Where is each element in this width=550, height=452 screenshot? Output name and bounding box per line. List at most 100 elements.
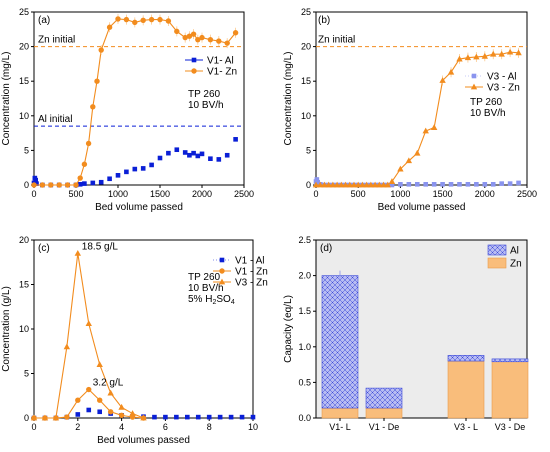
data-point: [148, 16, 155, 23]
data-point: [250, 414, 256, 420]
data-point: [82, 181, 87, 186]
panel-label: (c): [38, 243, 50, 254]
data-point: [124, 169, 129, 175]
bar-segment-zn: [447, 360, 485, 419]
data-point: [507, 181, 513, 186]
data-point: [85, 140, 92, 147]
y-axis-title: Concentration (g/L): [1, 286, 12, 372]
data-point: [216, 38, 222, 44]
y-tick-label: 20: [19, 235, 29, 245]
y-tick-label: 15: [301, 76, 311, 86]
data-point: [191, 150, 196, 156]
data-point: [342, 181, 349, 188]
data-point: [440, 182, 445, 187]
legend-label: Al: [510, 246, 519, 257]
data-point: [388, 178, 396, 184]
panel-label: (a): [38, 15, 50, 26]
y-axis-title: Concentration (mg/L): [1, 52, 12, 146]
series-3: [30, 249, 147, 421]
data-point: [140, 166, 146, 171]
data-point: [174, 28, 180, 35]
y-axis-title: Capacity (eq/L): [283, 295, 294, 363]
x-tick-label: 6: [163, 422, 168, 432]
data-point: [107, 409, 114, 415]
chart-panel-3: 0 5 10 15 20 0 2 4 6 8 10 Bed volumes passed Concent…: [1, 235, 268, 446]
subscript: 2: [212, 299, 216, 306]
data-point: [140, 414, 147, 421]
x-axis-title: Bed volume passed: [95, 202, 183, 213]
data-point: [490, 182, 496, 187]
data-point: [448, 182, 454, 187]
data-point: [98, 47, 104, 53]
y-tick-label: 15: [19, 280, 29, 290]
data-point: [75, 397, 81, 403]
y-tick-label: 5: [306, 145, 311, 155]
data-point: [90, 180, 96, 186]
data-point: [140, 17, 146, 24]
x-tick-label: 2: [75, 422, 80, 432]
data-point: [106, 24, 113, 30]
data-point: [39, 182, 46, 188]
note-part: 5% H: [188, 294, 212, 305]
note-text: 10 BV/h: [188, 283, 224, 294]
y-tick-label: 10: [19, 111, 29, 121]
note-text: 10 BV/h: [470, 108, 506, 119]
data-point: [233, 137, 238, 142]
chart-panel-4: 0.0 0.5 1.0 1.5 2.0 2.5 Capacity (eq/L) (d) V1- …: [283, 235, 529, 432]
data-point: [33, 177, 38, 183]
data-point: [191, 57, 197, 63]
legend-swatch-al: [487, 244, 507, 256]
data-point: [498, 50, 505, 57]
data-point: [398, 182, 403, 187]
series-2: [31, 386, 147, 421]
x-tick-label: 2000: [475, 189, 495, 199]
series-2: [31, 13, 239, 188]
data-point: [405, 157, 413, 164]
data-point: [107, 176, 112, 182]
x-tick-label: 2000: [192, 189, 212, 199]
x-tick-label: 1500: [433, 189, 453, 199]
y-tick-label: 0.5: [298, 377, 311, 387]
y-tick-label: 15: [19, 76, 29, 86]
legend-label: Zn: [510, 259, 522, 270]
series-line: [316, 51, 519, 186]
data-point: [439, 77, 446, 83]
y-tick-label: 1.5: [298, 306, 311, 316]
x-tick-label: 1500: [150, 189, 170, 199]
data-point: [187, 152, 192, 158]
note-text: TP 260: [470, 97, 502, 108]
data-point: [329, 181, 337, 188]
data-point: [317, 181, 324, 188]
data-point: [465, 182, 471, 187]
x-tick-label: 2500: [517, 189, 537, 199]
data-point: [499, 181, 504, 186]
data-point: [431, 182, 437, 187]
data-point: [118, 412, 125, 419]
data-point: [414, 182, 420, 187]
data-point: [195, 36, 201, 43]
data-point: [414, 149, 421, 156]
data-annotation: 18.5 g/L: [82, 241, 119, 252]
data-point: [165, 18, 172, 24]
bar-segment-zn: [491, 361, 529, 419]
data-point: [350, 181, 358, 188]
data-point: [190, 31, 197, 37]
data-point: [34, 181, 39, 186]
data-point: [86, 386, 92, 393]
data-point: [97, 409, 102, 415]
data-point: [312, 181, 320, 188]
data-point: [86, 407, 92, 413]
plot-frame: [315, 239, 528, 419]
data-point: [77, 175, 83, 181]
data-point: [338, 181, 345, 188]
y-tick-label: 0.0: [298, 413, 311, 423]
data-point: [397, 165, 404, 172]
data-point: [206, 414, 212, 420]
data-point: [207, 36, 214, 43]
data-point: [208, 156, 213, 162]
x-tick-label: 1000: [390, 189, 410, 199]
data-point: [182, 34, 188, 41]
